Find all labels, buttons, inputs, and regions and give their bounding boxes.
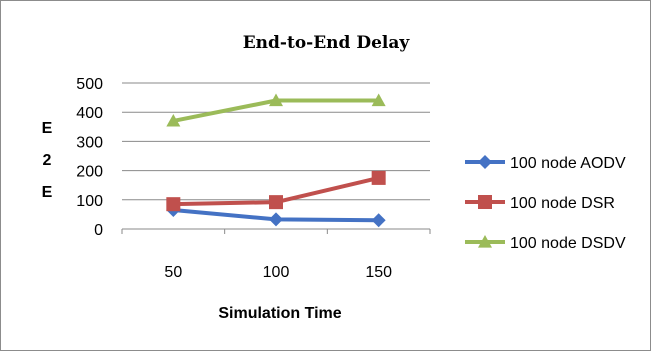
y-axis-title-char: E <box>42 184 53 201</box>
data-point <box>371 213 386 228</box>
y-tick-labels: 0 100 200 300 400 500 <box>76 76 103 239</box>
legend-label: 100 node DSR <box>510 195 615 212</box>
data-point <box>371 170 386 185</box>
legend-label: 100 node DSDV <box>510 235 626 252</box>
legend-marker <box>478 195 492 209</box>
data-point <box>269 212 283 227</box>
data-point <box>166 197 181 212</box>
data-point <box>269 195 283 210</box>
legend-marker <box>478 155 492 169</box>
data-point <box>269 93 283 107</box>
x-tick-label: 50 <box>164 264 182 281</box>
y-axis-title-char: E <box>42 120 53 137</box>
x-tick-label: 150 <box>365 264 392 281</box>
legend: 100 node AODV 100 node DSR 100 node DSDV <box>465 155 626 252</box>
chart-title: End-to-End Delay <box>243 33 411 53</box>
data-point <box>371 93 386 107</box>
x-axis-title: Simulation Time <box>218 305 341 322</box>
y-axis-title: E 2 E <box>42 120 53 201</box>
x-tick-labels: 50 100 150 <box>164 264 392 281</box>
y-tick-label: 0 <box>94 222 103 239</box>
y-tick-label: 100 <box>76 193 103 210</box>
y-tick-label: 500 <box>76 76 103 93</box>
x-tick-label: 100 <box>263 264 290 281</box>
y-axis-title-char: 2 <box>43 152 52 169</box>
y-tick-label: 400 <box>76 105 103 122</box>
y-tick-label: 300 <box>76 134 103 151</box>
legend-label: 100 node AODV <box>510 155 626 172</box>
y-tick-label: 200 <box>76 164 103 181</box>
data-point <box>166 113 181 127</box>
series-lines <box>166 93 386 228</box>
legend-marker <box>478 235 492 248</box>
